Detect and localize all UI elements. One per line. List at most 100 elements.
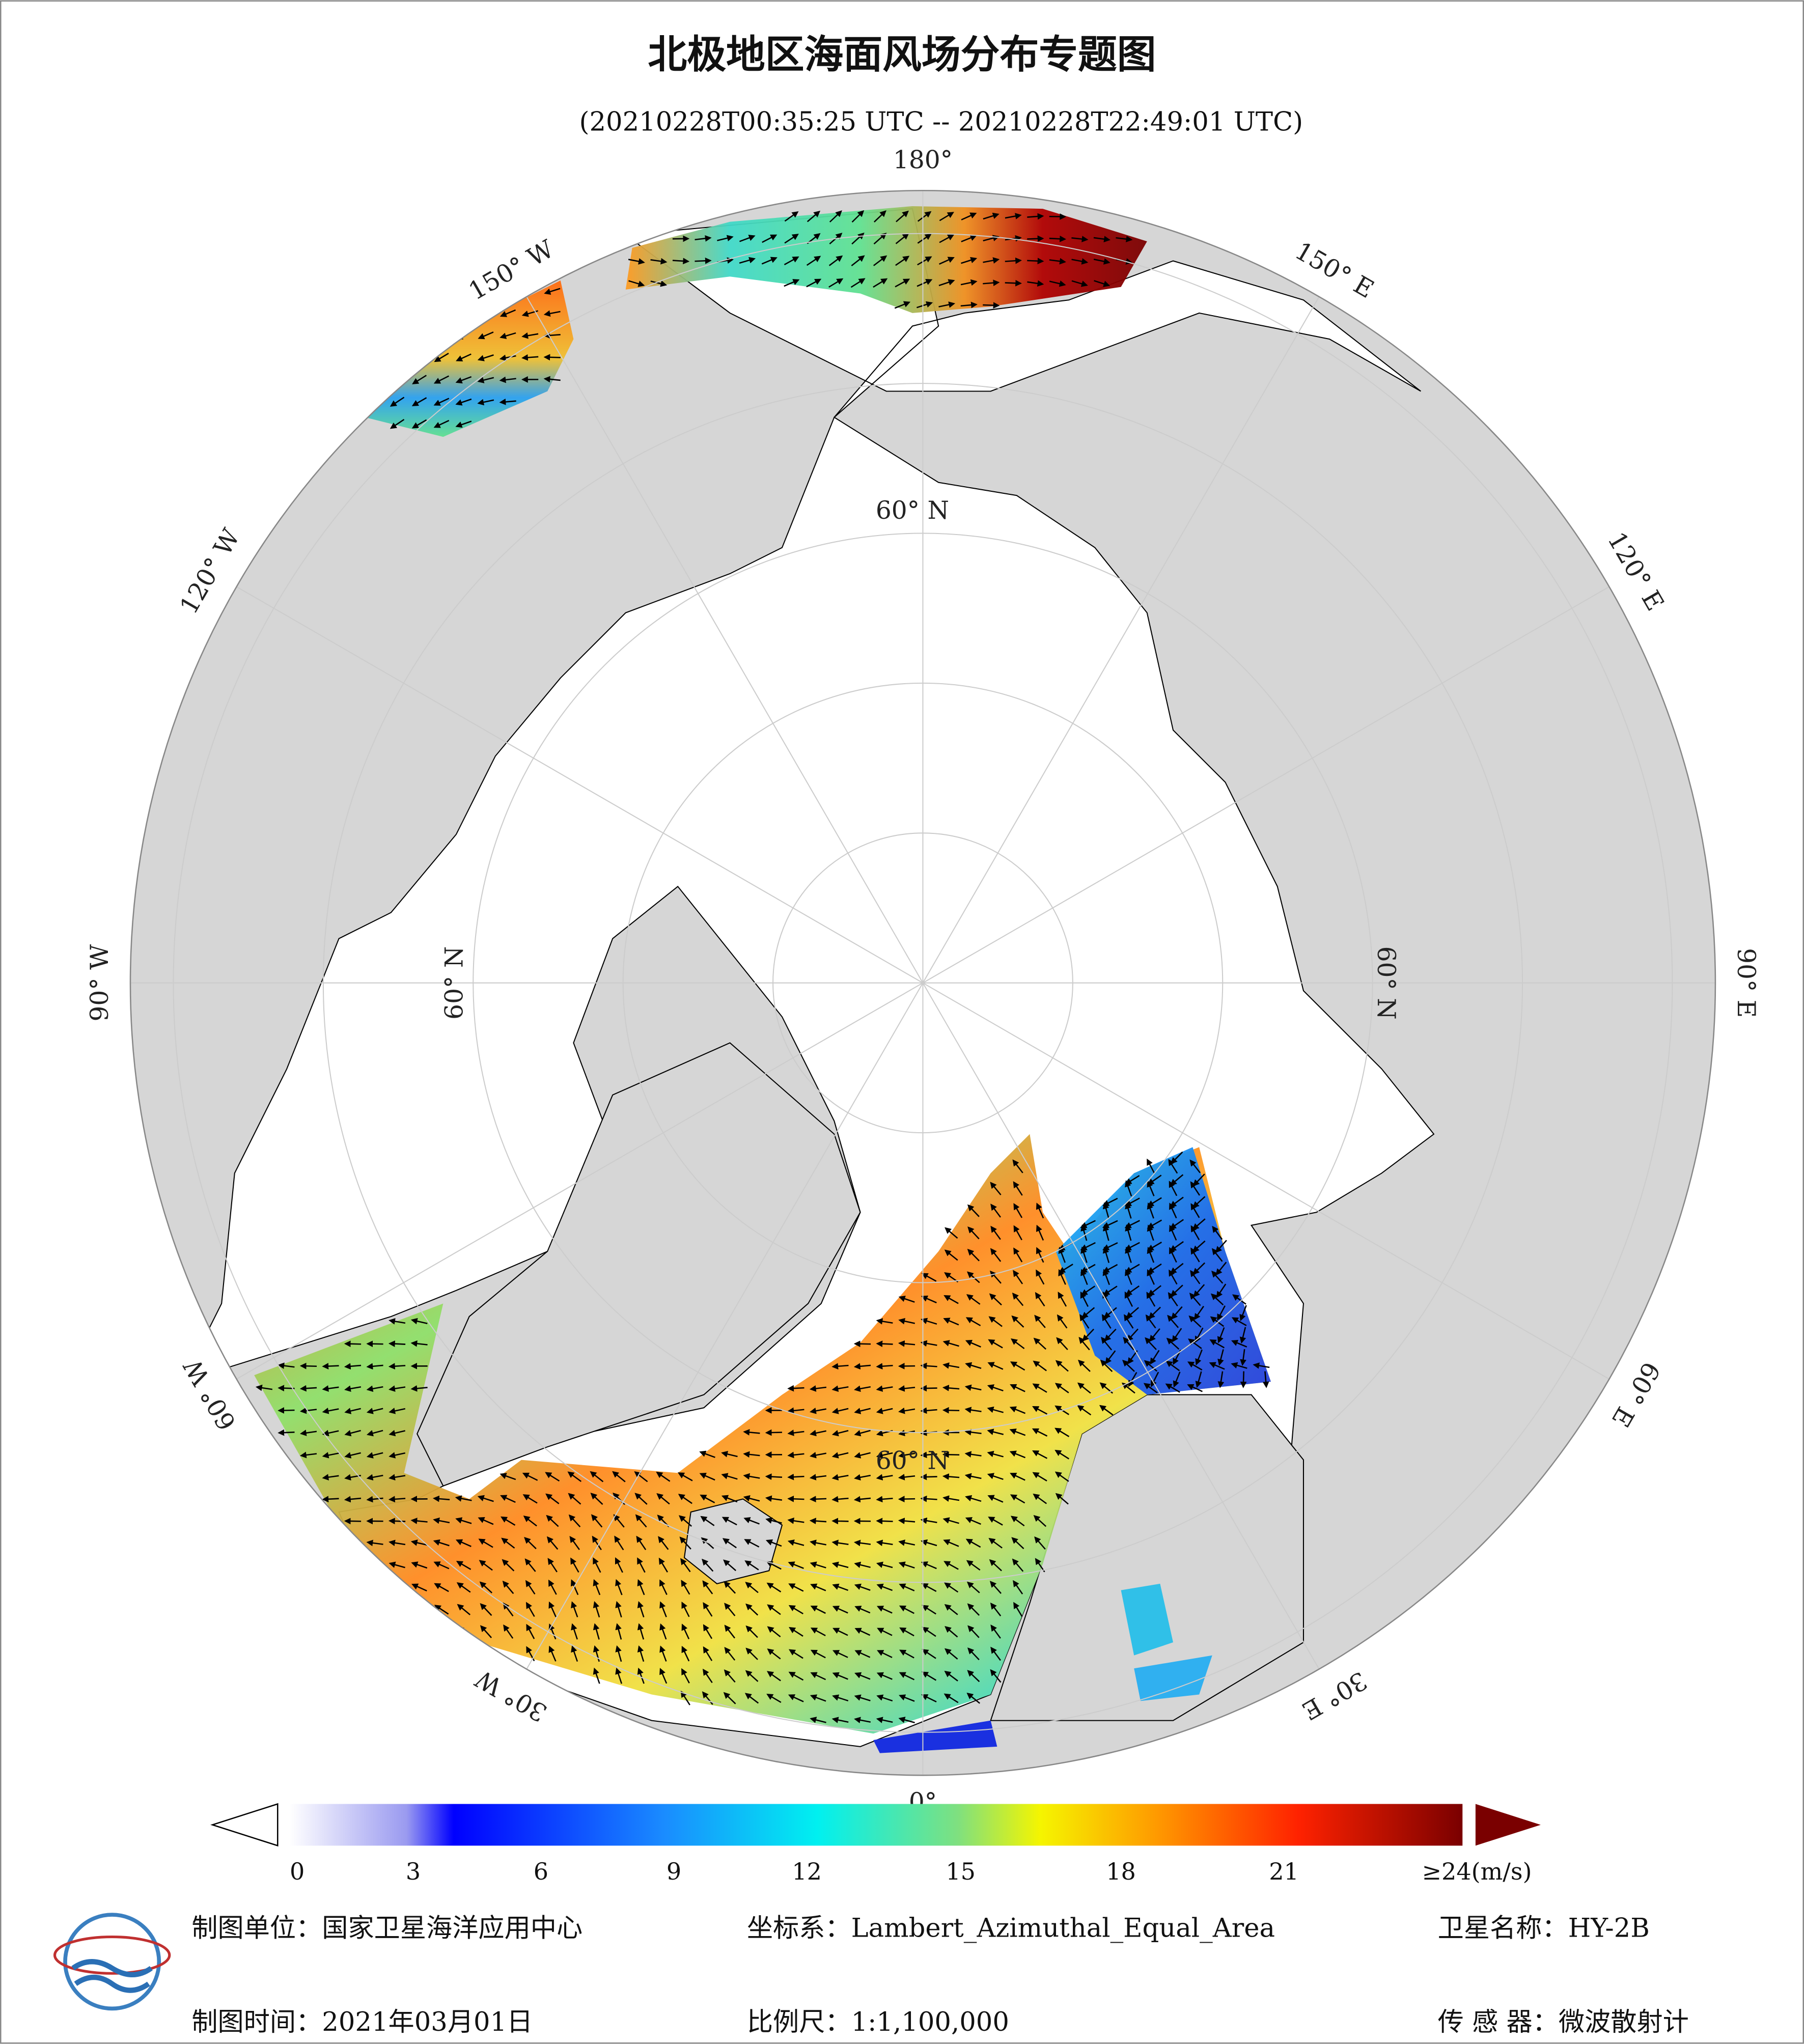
wind-arrow [1167, 1314, 1179, 1328]
wind-arrow [943, 1693, 959, 1703]
wind-arrow [895, 233, 909, 244]
footer-unit: 制图单位：国家卫星海洋应用中心 [191, 1913, 582, 1944]
wind-arrow [503, 1624, 514, 1639]
wind-arrow [410, 1385, 428, 1392]
wind-arrow [988, 1517, 1003, 1526]
wind-arrow [784, 211, 799, 222]
wind-arrow [456, 1582, 471, 1593]
wind-arrow [1195, 1349, 1203, 1366]
wind-arrow [853, 1496, 871, 1503]
wind-arrow [1013, 1247, 1023, 1263]
wind-arrow [593, 1601, 600, 1618]
graticule [130, 190, 1715, 1776]
wind-arrow [477, 399, 494, 406]
wind-arrow [784, 279, 800, 287]
wind-arrow [568, 1493, 581, 1505]
wind-arrow [990, 1669, 1002, 1683]
wind-arrow [899, 1627, 914, 1637]
wind-arrow [615, 1623, 622, 1640]
wind-arrow [1165, 1383, 1180, 1393]
wind-arrow [1055, 1493, 1069, 1505]
wind-arrow [990, 1270, 1002, 1284]
meridian [526, 296, 924, 984]
wind-arrow [943, 1318, 959, 1326]
wind-arrow [501, 1516, 516, 1526]
wind-arrow [1125, 1285, 1140, 1296]
wind-arrow [765, 1517, 782, 1524]
wind-arrow [832, 1628, 848, 1636]
wind-arrow [1011, 1537, 1024, 1549]
wind-arrow [546, 1515, 559, 1527]
wind-arrow [987, 1384, 1004, 1391]
wind-arrow [1011, 1338, 1025, 1350]
wind-arrow [499, 1473, 516, 1480]
wind-arrow [939, 257, 955, 265]
wind-arrow [637, 1623, 645, 1640]
wind-arrow [322, 1408, 339, 1414]
colorbar-tick-label: 15 [946, 1858, 976, 1885]
wind-arrow [499, 376, 516, 383]
wind-arrow [388, 1318, 406, 1325]
wind-arrow [990, 1225, 1001, 1240]
wind-arrow [1093, 236, 1111, 242]
wind-arrow [990, 1248, 1002, 1262]
wind-arrow [1036, 1269, 1045, 1285]
wind-arrow [1033, 1515, 1047, 1527]
wind-arrow [590, 1471, 604, 1482]
wind-arrow [1215, 1240, 1227, 1253]
wind-arrow [1033, 1493, 1047, 1504]
wind-arrow [366, 1452, 383, 1459]
wind-arrow [479, 1581, 493, 1593]
wind-arrow [721, 1517, 737, 1526]
wind-arrow [967, 1647, 980, 1661]
wind-arrow [1103, 1307, 1117, 1319]
wind-patch-baltic-south [1134, 1655, 1212, 1701]
wind-arrow [767, 1626, 781, 1638]
wind-arrow [809, 1385, 827, 1392]
wind-arrow [1054, 1449, 1070, 1460]
wind-arrow [1058, 1292, 1067, 1307]
wind-arrow [938, 301, 956, 308]
wind-arrow [944, 1648, 958, 1660]
wind-arrow [788, 1671, 804, 1681]
wind-arrow [1036, 1247, 1044, 1263]
wind-arrow [939, 212, 954, 221]
wind-arrow [677, 1472, 693, 1481]
wind-arrow [765, 1473, 783, 1480]
wind-arrow [787, 1451, 804, 1459]
wind-arrow [1033, 1360, 1047, 1371]
wind-arrow [678, 1515, 692, 1527]
wind-arrow [828, 255, 843, 266]
footer-satellite: 卫星名称：HY-2B [1438, 1913, 1650, 1944]
wind-arrow [659, 1601, 667, 1617]
wind-arrow [410, 1518, 428, 1524]
wind-arrow [809, 1518, 827, 1524]
wind-arrow [966, 1560, 981, 1571]
wind-arrow [854, 1583, 871, 1591]
colorbar-over [1475, 1804, 1541, 1846]
wind-arrow [829, 210, 842, 222]
wind-arrow [1036, 1224, 1044, 1241]
wind-arrow [895, 256, 910, 266]
wind-arrow [854, 1650, 871, 1658]
wind-arrow [921, 1295, 937, 1304]
wind-arrow [743, 1495, 760, 1502]
wind-patch-baltic [1121, 1583, 1173, 1656]
wind-arrow [787, 1539, 804, 1546]
wind-arrow [850, 278, 866, 288]
wind-arrow [1151, 1371, 1159, 1387]
wind-arrow [921, 1539, 937, 1547]
wind-arrow [876, 1539, 893, 1547]
wind-arrow [1057, 1314, 1068, 1329]
wind-arrow [299, 1430, 317, 1436]
wind-arrow [615, 1557, 623, 1573]
wind-arrow [810, 1430, 826, 1437]
wind-arrow [809, 1474, 827, 1480]
wind-arrow [1093, 258, 1111, 265]
wind-arrow [366, 1474, 383, 1481]
wind-arrow [613, 1514, 625, 1528]
wind-arrow [743, 1451, 760, 1458]
wind-arrow [765, 1539, 782, 1547]
wind-arrow [831, 1408, 849, 1414]
wind-arrow [853, 1539, 871, 1547]
